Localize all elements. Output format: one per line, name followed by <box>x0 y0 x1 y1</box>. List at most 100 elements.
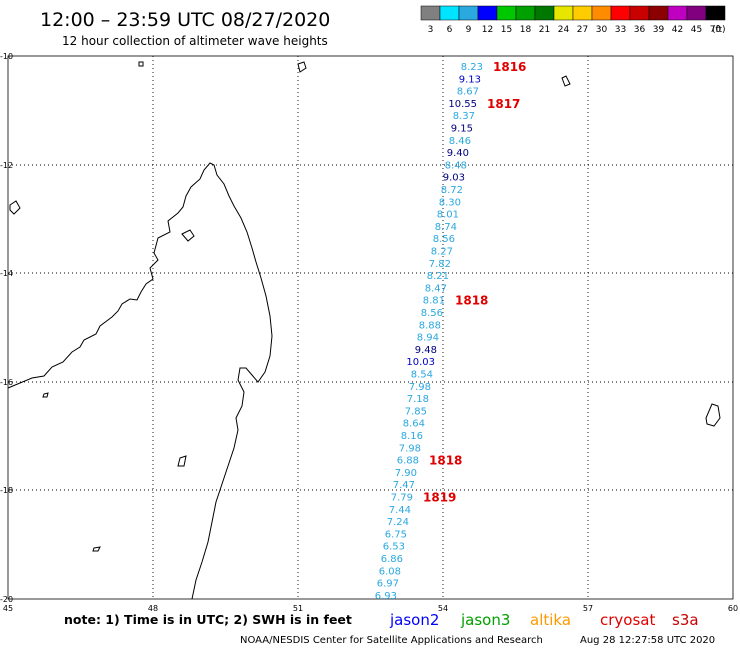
legend-swatch <box>572 5 593 21</box>
latitude-label: -16 <box>0 378 13 387</box>
latitude-label: -20 <box>0 595 13 604</box>
legend-swatch <box>667 5 688 21</box>
wave-height-reading: 9.15 <box>451 124 473 135</box>
legend-unit: (ft) <box>712 25 726 35</box>
map-title: 12:00 – 23:59 UTC 08/27/2020 <box>40 9 330 31</box>
reunion-island <box>705 403 721 427</box>
wave-height-reading: 8.21 <box>427 271 449 282</box>
longitude-labels: 45 48 51 54 57 60 <box>3 604 738 613</box>
wave-height-reading: 8.56 <box>433 234 455 245</box>
wave-height-reading: 7.44 <box>389 505 411 516</box>
footer-credit: NOAA/NESDIS Center for Satellite Applica… <box>240 635 543 646</box>
longitude-label: 54 <box>438 604 448 613</box>
wave-height-reading: 8.47 <box>425 283 447 294</box>
legend-swatch <box>496 5 517 21</box>
wave-height-reading: 6.93 <box>375 591 397 602</box>
wave-height-reading: 6.86 <box>381 554 403 565</box>
legend-bin-label: 45 <box>691 25 702 35</box>
wave-height-reading: 8.74 <box>435 222 457 233</box>
longitude-label: 51 <box>293 604 303 613</box>
wave-height-reading: 7.18 <box>407 394 429 405</box>
map-frame <box>7 55 734 600</box>
legend-swatch <box>629 5 650 21</box>
wave-height-reading: 8.67 <box>457 87 479 98</box>
wave-height-reading: 8.46 <box>449 136 471 147</box>
legend-swatch <box>534 5 555 21</box>
wave-height-reading: 7.47 <box>393 480 415 491</box>
legend-bin-label: 15 <box>501 25 512 35</box>
legend-swatch <box>705 5 726 21</box>
wave-height-reading: 8.88 <box>419 320 441 331</box>
wave-height-reading: 6.08 <box>379 566 401 577</box>
legend-bin-label: 9 <box>466 25 472 35</box>
wave-height-reading: 7.82 <box>429 259 451 270</box>
wave-height-reading: 9.03 <box>443 173 465 184</box>
legend-swatch <box>648 5 669 21</box>
legend-bin-label: 27 <box>577 25 588 35</box>
west-islet <box>9 200 21 215</box>
legend-swatch <box>515 5 536 21</box>
wave-height-reading: 8.30 <box>439 197 461 208</box>
wave-height-reading: 8.01 <box>437 210 459 221</box>
wave-height-reading: 8.81 <box>423 296 445 307</box>
graticule <box>8 56 733 599</box>
wave-height-reading: 8.94 <box>417 333 439 344</box>
small-islet-5 <box>92 546 101 552</box>
small-islet-1 <box>138 61 144 67</box>
satellite-label: jason2 <box>389 611 439 629</box>
wave-height-reading: 8.27 <box>431 247 453 258</box>
wave-height-reading: 9.48 <box>415 345 437 356</box>
legend-bin-label: 6 <box>447 25 453 35</box>
wave-height-reading: 6.97 <box>377 579 399 590</box>
legend-swatch <box>553 5 574 21</box>
latitude-label: -10 <box>0 52 13 61</box>
wave-height-reading: 8.16 <box>401 431 423 442</box>
latitude-label: -12 <box>0 161 13 170</box>
legend-bin-label: 18 <box>520 25 532 35</box>
wave-height-reading: 7.90 <box>395 468 417 479</box>
wave-height-reading: 6.53 <box>383 542 405 553</box>
legend-bin-label: 24 <box>558 25 570 35</box>
small-islet-3 <box>561 75 571 87</box>
satellite-label: jason3 <box>460 611 510 629</box>
legend-bin-label: 39 <box>653 25 665 35</box>
longitude-label: 60 <box>728 604 738 613</box>
wave-height-reading: 8.56 <box>421 308 443 319</box>
legend-swatch <box>458 5 479 21</box>
legend-swatch <box>477 5 498 21</box>
latitude-label: -18 <box>0 486 13 495</box>
wave-height-reading: 6.75 <box>385 529 407 540</box>
legend-bin-label: 21 <box>539 25 550 35</box>
legend-bin-label: 30 <box>596 25 608 35</box>
wave-height-reading: 8.72 <box>441 185 463 196</box>
time-mark: 1818 <box>455 294 488 308</box>
wave-height-reading: 8.54 <box>411 370 433 381</box>
satellite-label: s3a <box>672 611 699 629</box>
wave-height-reading: 8.48 <box>445 160 467 171</box>
longitude-label: 45 <box>3 604 13 613</box>
legend-bin-label: 3 <box>428 25 434 35</box>
legend-swatch <box>610 5 631 21</box>
wave-height-reading: 8.37 <box>453 111 475 122</box>
satellite-legend: jason2 jason3 altika cryosat s3a <box>389 611 699 629</box>
wave-height-reading: 8.23 <box>461 62 483 73</box>
satellite-label: altika <box>530 611 571 629</box>
wave-height-reading: 9.13 <box>459 74 481 85</box>
wave-height-reading: 10.03 <box>406 357 435 368</box>
time-mark: 1816 <box>493 60 526 74</box>
legend-bin-label: 70 <box>710 25 722 35</box>
wave-height-reading: 7.79 <box>391 493 413 504</box>
legend-bin-label: 36 <box>634 25 646 35</box>
time-mark: 1818 <box>429 454 462 468</box>
nosy-be-island <box>181 229 195 242</box>
legend-swatch <box>420 5 441 21</box>
wave-height-reading: 7.85 <box>405 406 427 417</box>
legend-swatch <box>686 5 707 21</box>
satellite-label: cryosat <box>600 611 655 629</box>
small-islet-4 <box>177 455 187 467</box>
longitude-label: 48 <box>148 604 158 613</box>
time-marks: 1816 1817 1818 1818 1819 <box>423 60 526 505</box>
color-legend: 3 6 9 12 15 18 21 24 27 30 33 36 39 42 45 70 <box>420 5 726 35</box>
